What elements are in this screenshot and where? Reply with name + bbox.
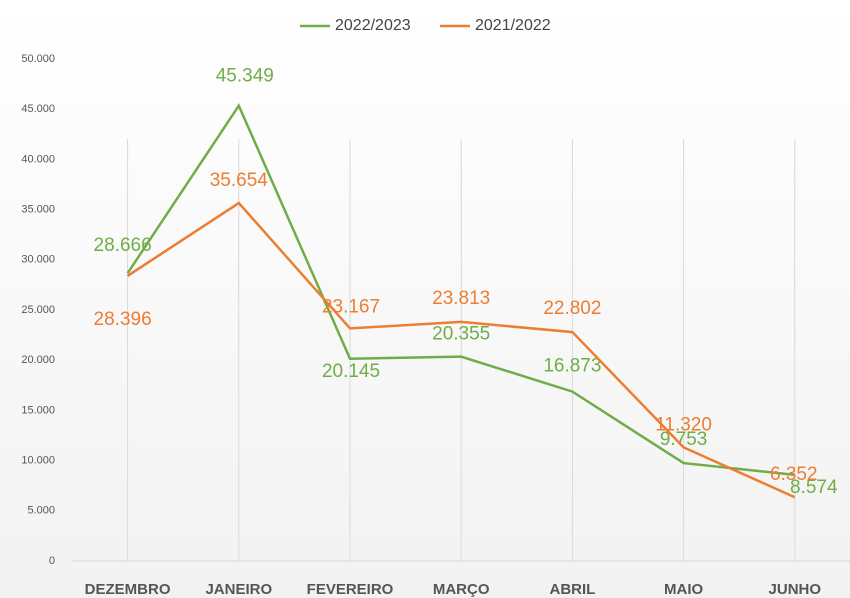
legend-label: 2021/2022: [475, 17, 551, 34]
x-tick-label: FEVEREIRO: [307, 581, 394, 598]
y-tick-label: 30.000: [21, 254, 55, 266]
data-label: 28.396: [94, 309, 152, 330]
y-tick-label: 15.000: [21, 404, 55, 416]
data-label: 22.802: [543, 298, 601, 319]
series-line: [126, 103, 795, 477]
data-label: 23.167: [322, 296, 380, 317]
data-label: 16.873: [543, 356, 601, 377]
y-tick-label: 5.000: [27, 505, 55, 517]
x-tick-label: JUNHO: [769, 581, 822, 598]
y-tick-label: 35.000: [21, 204, 55, 216]
data-label: 6.352: [770, 464, 818, 485]
data-label: 45.349: [216, 66, 274, 87]
y-tick-label: 10.000: [21, 455, 55, 467]
data-label: 8.574: [790, 477, 838, 498]
data-label: 35.654: [210, 170, 269, 191]
x-tick-label: JANEIRO: [205, 581, 272, 598]
legend-label: 2022/2023: [335, 17, 411, 34]
data-label: 28.666: [94, 235, 152, 256]
data-label: 20.145: [322, 361, 380, 382]
data-label: 11.320: [655, 414, 712, 435]
series-line: [126, 201, 796, 499]
x-tick-label: ABRIL: [549, 581, 595, 598]
y-tick-label: 50.000: [21, 53, 55, 65]
y-tick-label: 0: [49, 555, 55, 567]
data-label: 20.355: [432, 324, 490, 345]
x-tick-label: DEZEMBRO: [85, 581, 171, 598]
x-tick-label: MARÇO: [433, 581, 490, 598]
y-tick-label: 40.000: [21, 153, 55, 165]
y-tick-label: 45.000: [21, 103, 55, 115]
data-label: 23.813: [432, 288, 490, 309]
x-tick-label: MAIO: [664, 581, 703, 598]
y-tick-label: 20.000: [21, 354, 55, 366]
y-tick-label: 25.000: [21, 304, 55, 316]
